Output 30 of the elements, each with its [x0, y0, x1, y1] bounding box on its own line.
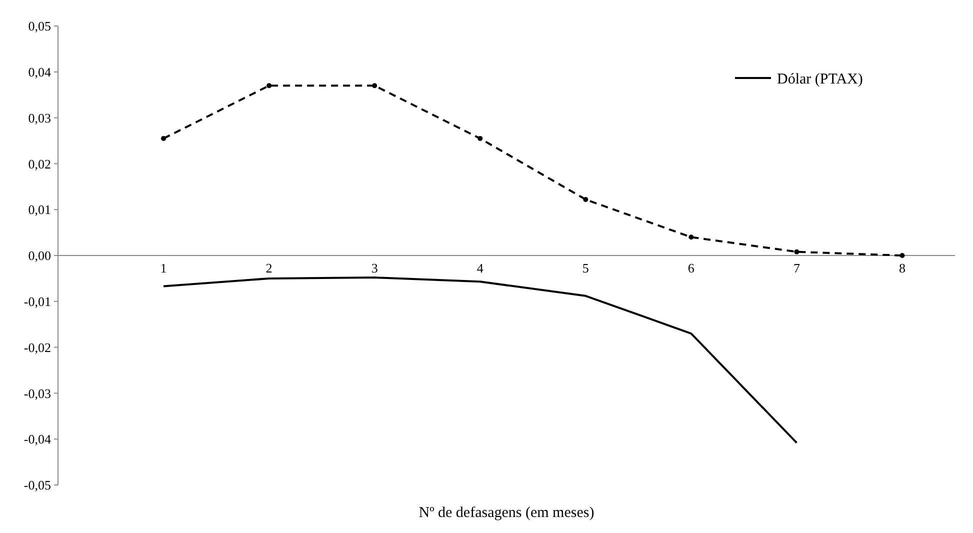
y-tick-label: 0,05: [28, 18, 51, 34]
point: [266, 83, 272, 88]
x-axis-title: Nº de defasagens (em meses): [418, 505, 594, 521]
y-tick-label: -0,05: [24, 478, 51, 493]
x-tick-label: 2: [266, 260, 272, 276]
y-tick-label: 0,04: [28, 64, 52, 80]
y-tick-label: 0,02: [28, 156, 51, 172]
y-tick-label: -0,02: [24, 340, 51, 355]
point: [794, 249, 800, 254]
x-tick-label: 8: [898, 260, 906, 276]
line-series: [162, 276, 798, 444]
x-tick-label: 5: [582, 260, 589, 276]
x-tick-label: 3: [371, 260, 378, 276]
y-tick-label: -0,01: [24, 294, 51, 309]
y-tick-label: 0,03: [28, 110, 51, 126]
x-tick-label: 4: [476, 260, 484, 276]
x-tick-label: 6: [688, 260, 695, 276]
x-tick-label: 1: [160, 260, 167, 276]
x-tick-label: 7: [793, 260, 800, 276]
point: [900, 253, 905, 258]
point: [583, 197, 588, 202]
point: [372, 83, 378, 88]
point: [478, 136, 483, 141]
y-tick-label: -0,03: [24, 386, 51, 401]
point: [688, 234, 694, 240]
y-tick-label: 0,01: [28, 202, 51, 218]
point: [161, 136, 166, 141]
legend-label: Dólar (PTAX): [777, 71, 863, 88]
y-tick-label: -0,04: [24, 432, 52, 447]
y-tick-label: 0,00: [28, 248, 51, 264]
